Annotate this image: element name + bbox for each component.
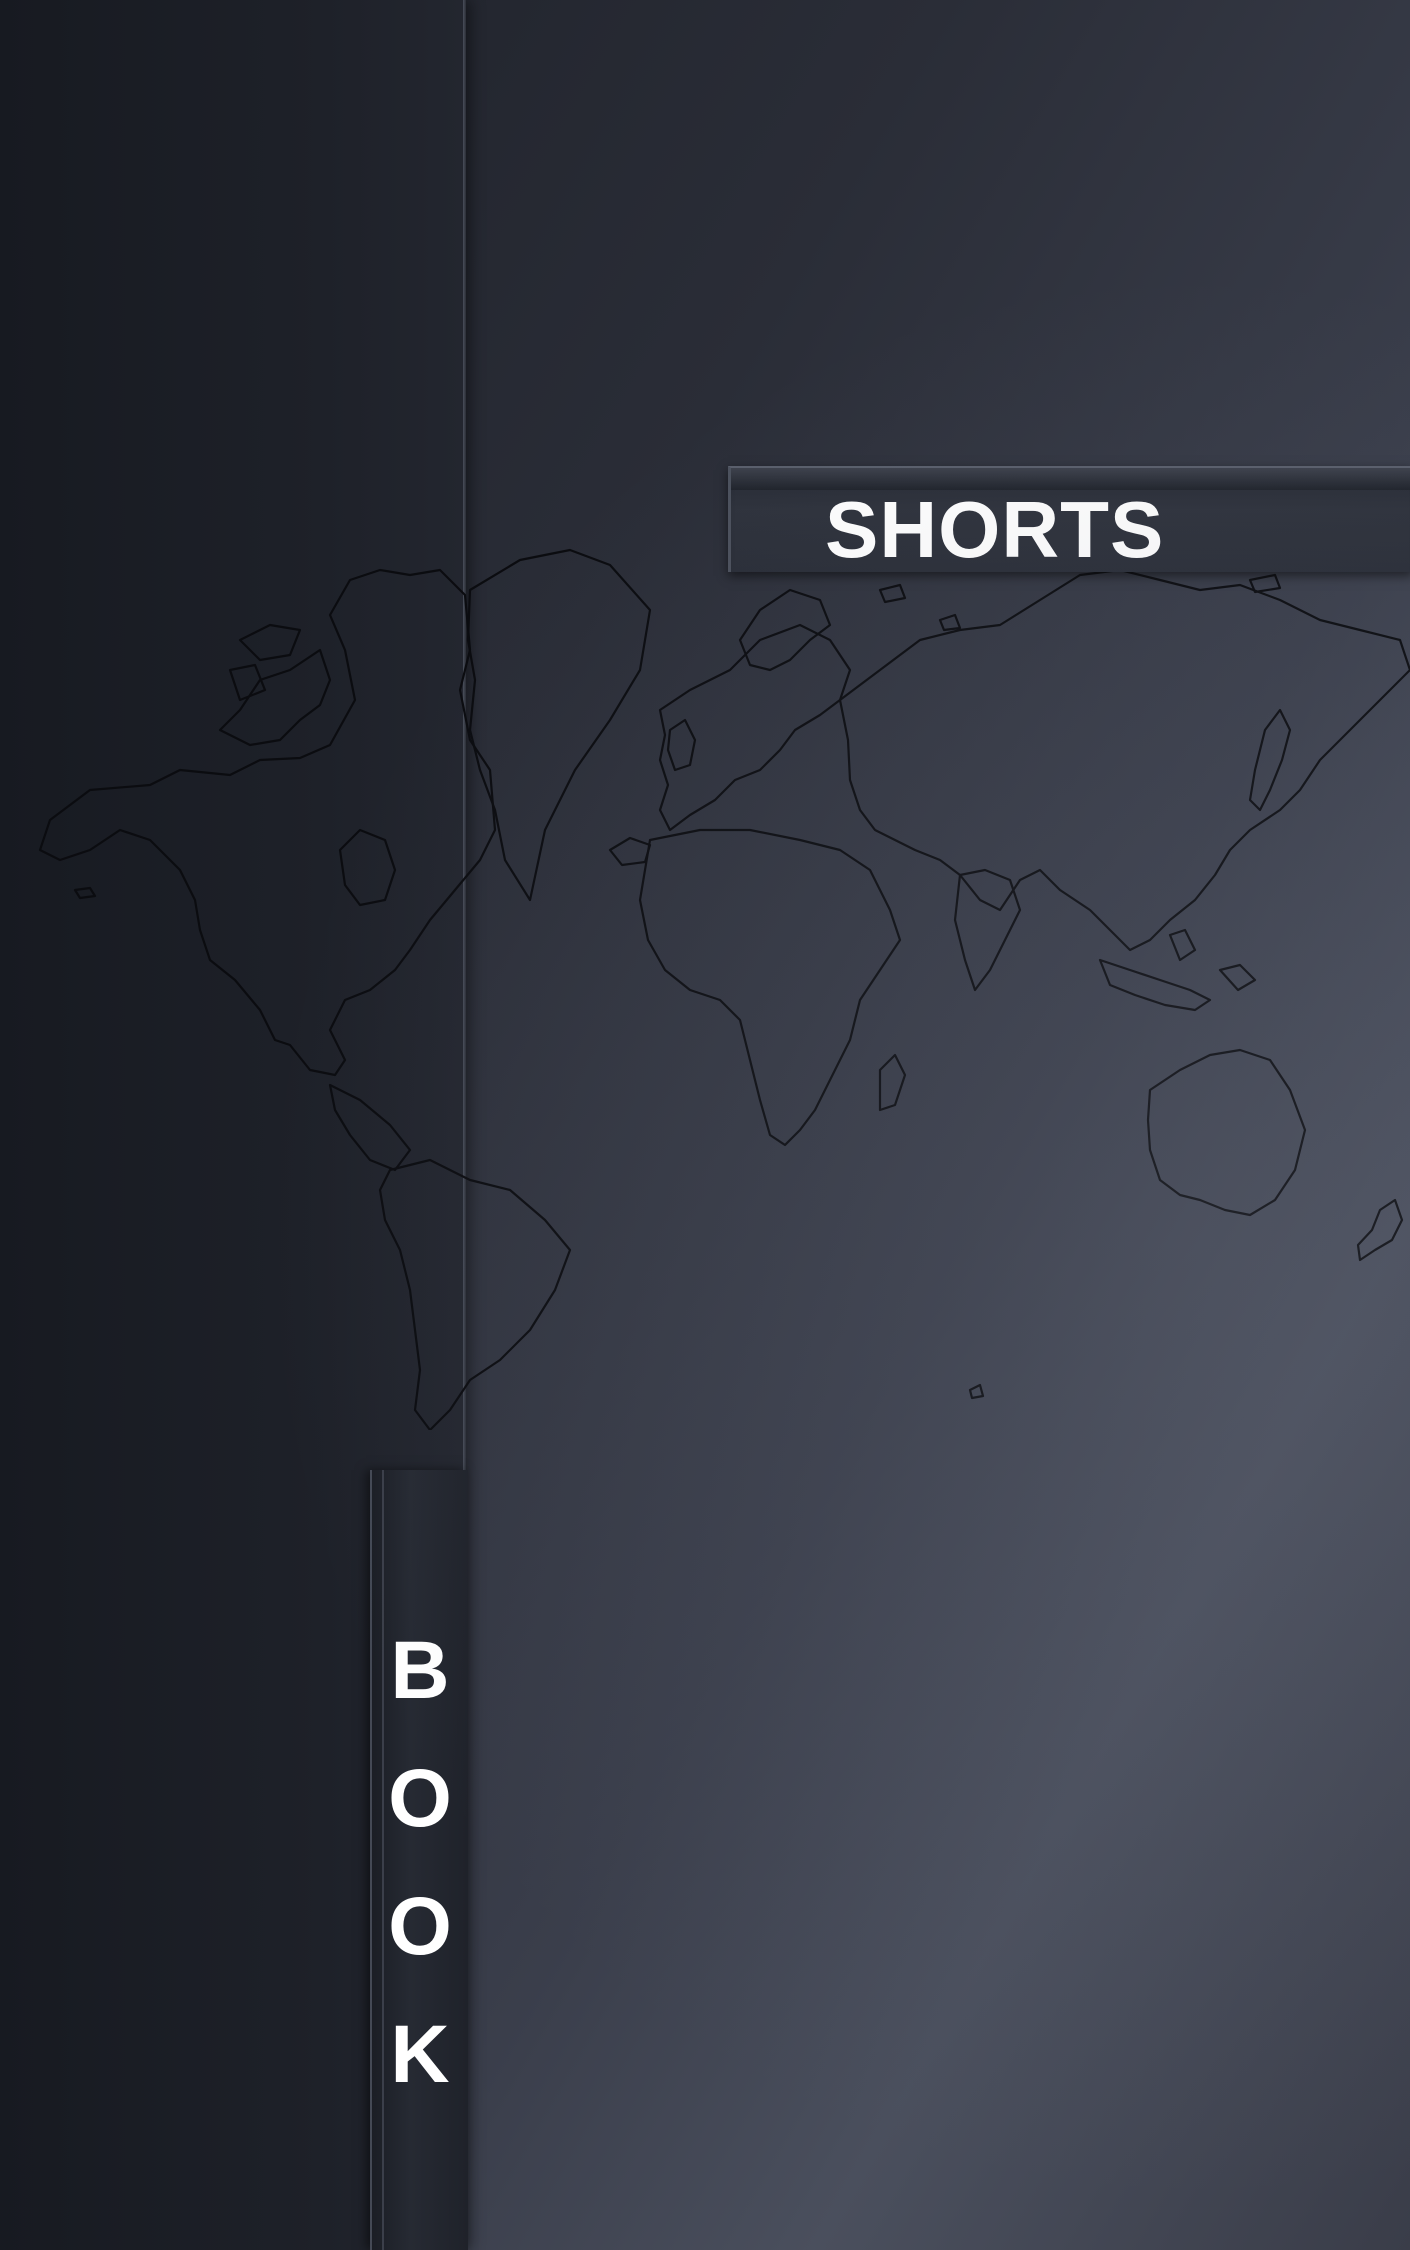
scandinavia-outline: [738, 588, 832, 672]
title-plate: SHORTS: [728, 466, 1410, 572]
australia-outline: [1146, 1048, 1307, 1217]
spine-strip-edge: [382, 1470, 384, 2250]
title-plate-lip: [731, 468, 1410, 490]
hudson-bay: [338, 828, 397, 907]
panel-fold-line: [463, 0, 466, 1470]
british-isles-outline: [666, 718, 697, 772]
spine-letter-k: K: [390, 2009, 450, 2100]
new-zealand-outline: [1356, 1198, 1404, 1262]
madagascar-outline: [878, 1053, 907, 1112]
world-map-icon: [38, 548, 1410, 1430]
south-america-outline: [378, 1158, 572, 1430]
japan-outline: [1248, 708, 1292, 812]
asia-outline: [838, 568, 1410, 952]
central-america-outline: [328, 1083, 412, 1172]
book-title: SHORTS: [825, 485, 1165, 574]
north-america-outline: [38, 568, 497, 1077]
spine-label-strip: B O O K: [370, 1470, 468, 2250]
spine-letter-o2: O: [388, 1881, 452, 1972]
greenland-outline: [466, 548, 652, 902]
europe-outline: [658, 623, 852, 832]
india-outline: [953, 868, 1022, 992]
small-islands: [73, 573, 1282, 1400]
africa-outline: [638, 828, 902, 1147]
southeast-asia-islands: [1098, 928, 1257, 1012]
iceland-outline: [608, 836, 652, 867]
spine-letter-b: B: [390, 1625, 450, 1716]
canadian-arctic-islands: [218, 623, 332, 747]
spine-letter-o1: O: [388, 1753, 452, 1844]
